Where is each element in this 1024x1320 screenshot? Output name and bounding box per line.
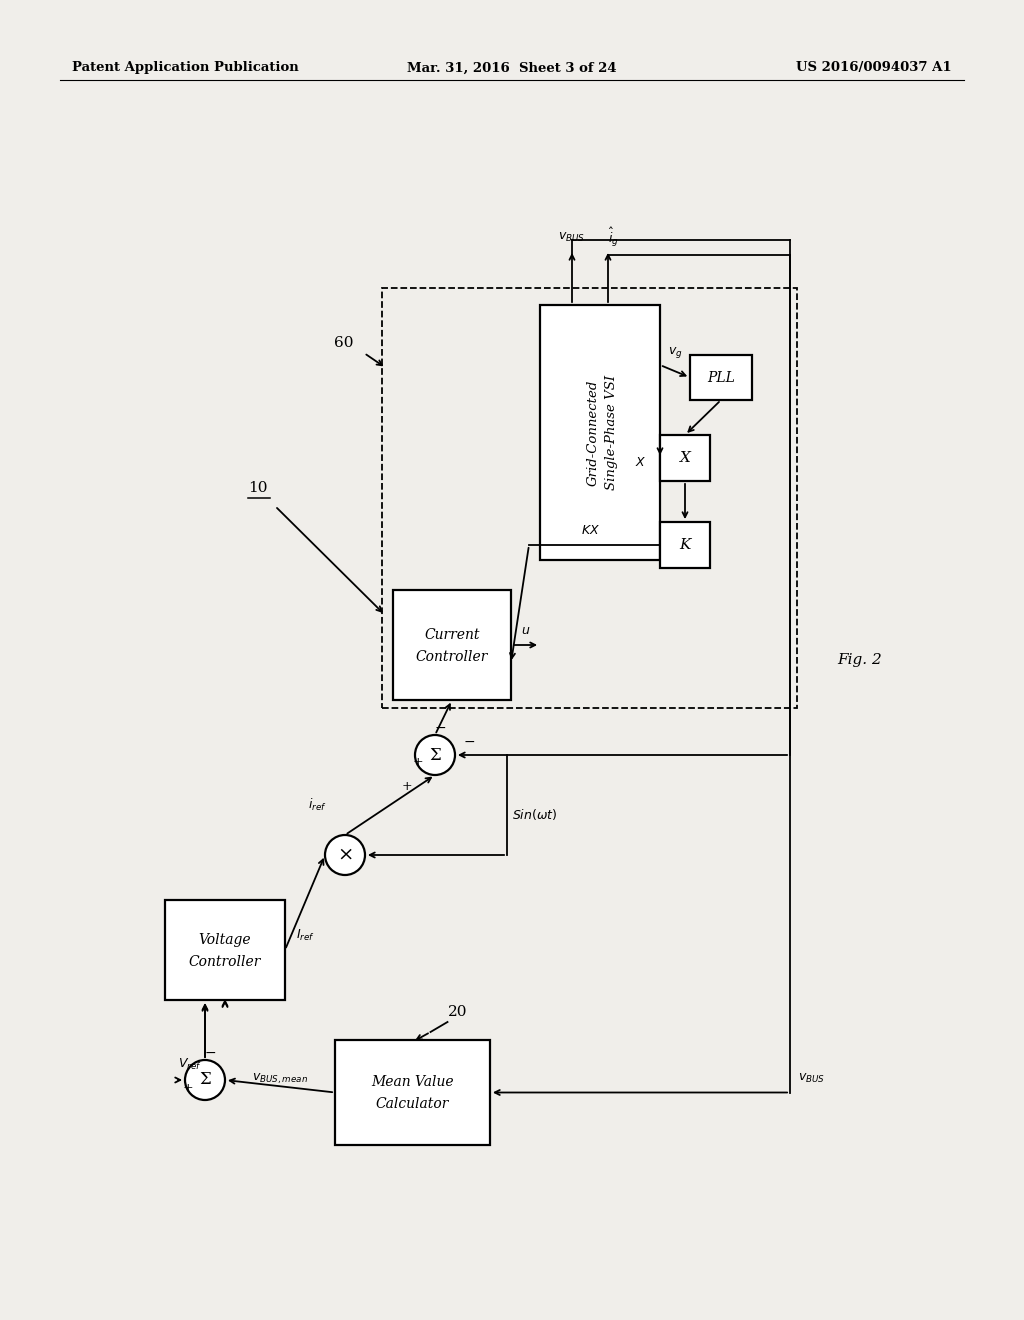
Text: 20: 20: [447, 1005, 467, 1019]
Text: Σ: Σ: [429, 747, 441, 763]
Text: $KX$: $KX$: [581, 524, 600, 537]
Text: $i_{ref}$: $i_{ref}$: [307, 797, 327, 813]
Bar: [393, 590, 511, 700]
Text: $u$: $u$: [521, 624, 530, 638]
Text: US 2016/0094037 A1: US 2016/0094037 A1: [797, 62, 952, 74]
Text: −: −: [434, 721, 445, 735]
Text: $v_g$: $v_g$: [668, 345, 683, 359]
Text: Mar. 31, 2016  Sheet 3 of 24: Mar. 31, 2016 Sheet 3 of 24: [408, 62, 616, 74]
Bar: [335, 1040, 490, 1144]
Circle shape: [185, 1060, 225, 1100]
Text: $I_{ref}$: $I_{ref}$: [296, 928, 314, 942]
Bar: [660, 521, 710, 568]
Bar: [690, 355, 752, 400]
Text: X: X: [680, 451, 690, 465]
Text: $v_{BUS}$: $v_{BUS}$: [798, 1072, 825, 1085]
Text: $\hat{i}_{g}$: $\hat{i}_{g}$: [607, 226, 618, 248]
Text: Single-Phase VSI: Single-Phase VSI: [605, 375, 618, 490]
Text: ×: ×: [337, 846, 353, 865]
Bar: [660, 436, 710, 480]
Text: Controller: Controller: [416, 649, 488, 664]
Text: Fig. 2: Fig. 2: [838, 653, 883, 667]
Text: $v_{BUS,mean}$: $v_{BUS,mean}$: [252, 1072, 308, 1085]
Text: 10: 10: [248, 480, 267, 495]
Text: Mean Value: Mean Value: [371, 1076, 454, 1089]
Text: $V_{ref}$: $V_{ref}$: [178, 1056, 202, 1072]
Bar: [382, 288, 797, 708]
Text: −: −: [204, 1045, 216, 1060]
Text: Patent Application Publication: Patent Application Publication: [72, 62, 299, 74]
Text: −: −: [463, 735, 475, 748]
Text: $X$: $X$: [635, 457, 646, 470]
Circle shape: [325, 836, 365, 875]
Text: Current: Current: [424, 628, 480, 642]
Text: $Sin(\omega t)$: $Sin(\omega t)$: [512, 808, 557, 822]
Text: PLL: PLL: [707, 371, 735, 384]
Text: Σ: Σ: [199, 1072, 211, 1089]
Text: +: +: [401, 780, 413, 793]
Bar: [540, 305, 660, 560]
Text: Controller: Controller: [188, 954, 261, 969]
Text: Calculator: Calculator: [376, 1097, 450, 1111]
Text: Voltage: Voltage: [199, 933, 251, 946]
Text: $v_{BUS}$: $v_{BUS}$: [558, 231, 586, 244]
Bar: [165, 900, 285, 1001]
Circle shape: [415, 735, 455, 775]
Text: Grid-Connected: Grid-Connected: [587, 379, 599, 486]
Text: K: K: [679, 539, 690, 552]
Text: +: +: [182, 1081, 194, 1094]
Text: 60: 60: [334, 337, 353, 350]
Text: +: +: [413, 756, 423, 770]
